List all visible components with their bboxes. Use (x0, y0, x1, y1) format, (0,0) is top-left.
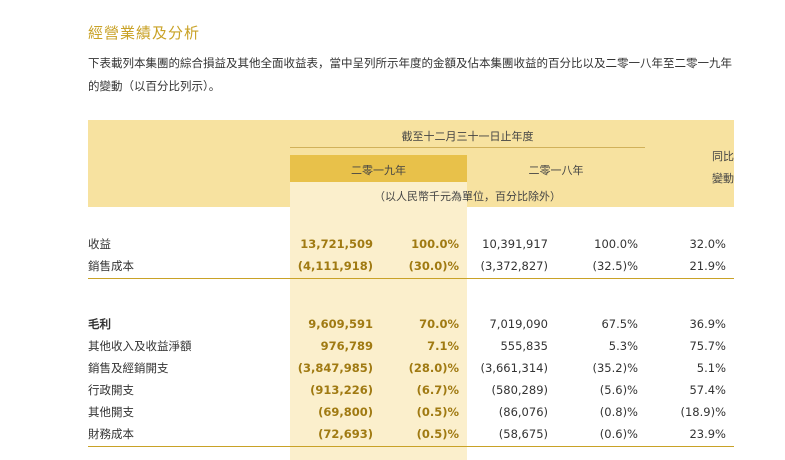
yoy-change: 5.1% (696, 361, 726, 375)
column-2019-header-bg (290, 155, 467, 182)
amount-2018: (3,661,314) (480, 361, 548, 375)
row-label: 財務成本 (88, 427, 134, 441)
row-label: 其他收入及收益淨額 (88, 339, 192, 353)
yoy-change: (18.9)% (680, 405, 726, 419)
section-description: 下表載列本集團的綜合損益及其他全面收益表，當中呈列所示年度的金額及佔本集團收益的… (88, 56, 732, 93)
amount-2018: (580,289) (491, 383, 548, 397)
percent-2018: (35.2)% (592, 361, 638, 375)
amount-2018: 10,391,917 (482, 237, 548, 251)
percent-2018: 100.0% (594, 237, 638, 251)
header-period: 截至十二月三十一日止年度 (401, 130, 534, 143)
table-row: 行政開支 (913,226) (6.7)% (580,289) (5.6)% 5… (88, 379, 734, 401)
amount-2019: (69,800) (318, 405, 373, 419)
amount-2019: 13,721,509 (300, 237, 373, 251)
amount-2019: (4,111,918) (297, 259, 373, 273)
percent-2018: (5.6)% (599, 383, 638, 397)
yoy-change: 75.7% (689, 339, 726, 353)
percent-2018: 67.5% (601, 317, 638, 331)
header-unit-note: （以人民幣千元為單位，百分比除外） (374, 190, 561, 203)
row-label: 毛利 (88, 317, 111, 331)
amount-2018: (3,372,827) (480, 259, 548, 273)
percent-2019: (6.7)% (416, 383, 459, 397)
amount-2019: 976,789 (320, 339, 373, 353)
row-divider (88, 446, 734, 447)
amount-2018: 7,019,090 (489, 317, 548, 331)
yoy-change: 36.9% (689, 317, 726, 331)
percent-2018: (0.6)% (599, 427, 638, 441)
amount-2019: (913,226) (310, 383, 373, 397)
amount-2018: (58,675) (498, 427, 548, 441)
percent-2019: (0.5)% (416, 427, 459, 441)
table-row: 收益 13,721,509 100.0% 10,391,917 100.0% 3… (88, 233, 734, 255)
header-yoy-line2: 變動 (712, 172, 734, 185)
yoy-change: 57.4% (689, 383, 726, 397)
table-row: 銷售及經銷開支 (3,847,985) (28.0)% (3,661,314) … (88, 357, 734, 379)
section-title: 經營業績及分析 (88, 24, 201, 42)
header-yoy-line1: 同比 (712, 150, 734, 163)
percent-2019: 70.0% (419, 317, 459, 331)
percent-2018: (32.5)% (592, 259, 638, 273)
percent-2018: (0.8)% (599, 405, 638, 419)
table-row: 財務成本 (72,693) (0.5)% (58,675) (0.6)% 23.… (88, 423, 734, 445)
table-row: 毛利 9,609,591 70.0% 7,019,090 67.5% 36.9% (88, 313, 734, 335)
row-label: 銷售成本 (88, 259, 134, 273)
amount-2019: (72,693) (318, 427, 373, 441)
yoy-change: 23.9% (689, 427, 726, 441)
percent-2019: (28.0)% (408, 361, 459, 375)
amount-2018: (86,076) (498, 405, 548, 419)
yoy-change: 32.0% (689, 237, 726, 251)
table-row: 銷售成本 (4,111,918) (30.0)% (3,372,827) (32… (88, 255, 734, 277)
percent-2019: 7.1% (427, 339, 459, 353)
header-yoy: 同比 變動 (680, 146, 734, 190)
header-divider (290, 147, 645, 148)
row-label: 行政開支 (88, 383, 134, 397)
amount-2018: 555,835 (500, 339, 548, 353)
header-year-2018: 二零一八年 (528, 164, 584, 177)
row-label: 其他開支 (88, 405, 134, 419)
amount-2019: 9,609,591 (308, 317, 373, 331)
percent-2019: (30.0)% (408, 259, 459, 273)
header-year-2019: 二零一九年 (351, 164, 406, 177)
percent-2018: 5.3% (608, 339, 638, 353)
table-row: 其他收入及收益淨額 976,789 7.1% 555,835 5.3% 75.7… (88, 335, 734, 357)
row-label: 銷售及經銷開支 (88, 361, 169, 375)
yoy-change: 21.9% (689, 259, 726, 273)
row-label: 收益 (88, 237, 111, 251)
percent-2019: (0.5)% (416, 405, 459, 419)
amount-2019: (3,847,985) (297, 361, 373, 375)
row-divider (88, 278, 734, 279)
column-2019-highlight (290, 155, 467, 460)
table-row: 其他開支 (69,800) (0.5)% (86,076) (0.8)% (18… (88, 401, 734, 423)
percent-2019: 100.0% (411, 237, 459, 251)
